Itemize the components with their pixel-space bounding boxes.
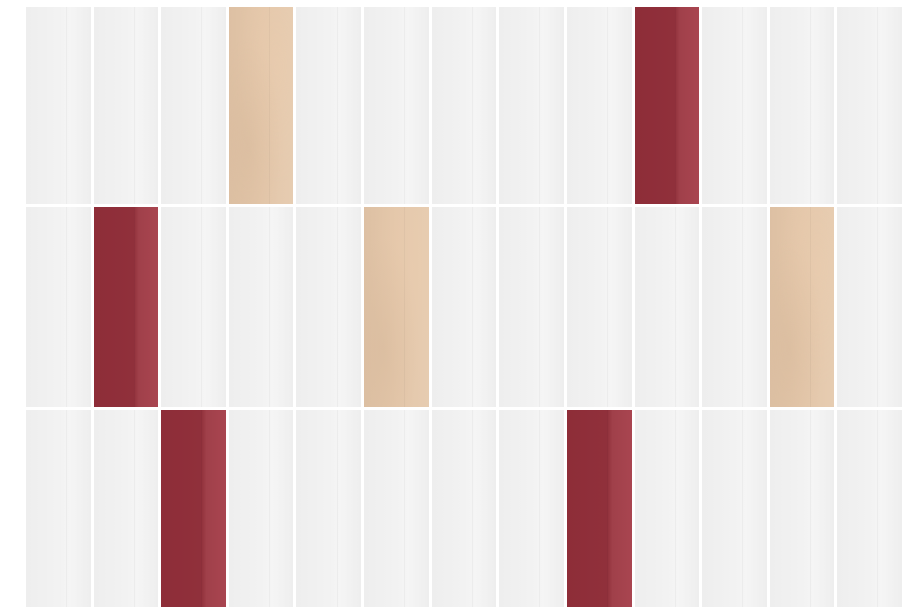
tile-white [296, 7, 362, 204]
tile-white [228, 410, 294, 607]
tile-white [228, 207, 294, 407]
tile-beige [228, 7, 294, 204]
tile-row-3 [26, 410, 902, 607]
tile-white [837, 207, 902, 407]
tile-white [296, 410, 362, 607]
tile-white [634, 207, 700, 407]
tile-white [566, 207, 632, 407]
tile-white [431, 410, 497, 607]
tile-white [566, 7, 632, 204]
tile-white [364, 7, 429, 204]
tile-white [499, 410, 564, 607]
tile-red [634, 7, 700, 204]
tile-white [161, 207, 226, 407]
tile-white [26, 7, 91, 204]
tile-white [634, 410, 700, 607]
tile-white [431, 207, 497, 407]
tile-white [702, 7, 767, 204]
tile-beige [364, 207, 429, 407]
tile-row-1 [26, 7, 902, 204]
tile-white [769, 410, 835, 607]
tile-white [93, 410, 159, 607]
tile-white [702, 207, 767, 407]
tile-red [161, 410, 226, 607]
tile-white [837, 7, 902, 204]
tile-row-2 [26, 207, 902, 407]
tile-red [93, 207, 159, 407]
tile-white [431, 7, 497, 204]
tile-white [702, 410, 767, 607]
tile-white [769, 7, 835, 204]
tile-white [26, 207, 91, 407]
tile-white [499, 207, 564, 407]
tile-white [499, 7, 564, 204]
tile-white [837, 410, 902, 607]
tile-white [364, 410, 429, 607]
tile-white [26, 410, 91, 607]
tile-white [296, 207, 362, 407]
tile-beige [769, 207, 835, 407]
tile-white [93, 7, 159, 204]
tile-red [566, 410, 632, 607]
tile-white [161, 7, 226, 204]
